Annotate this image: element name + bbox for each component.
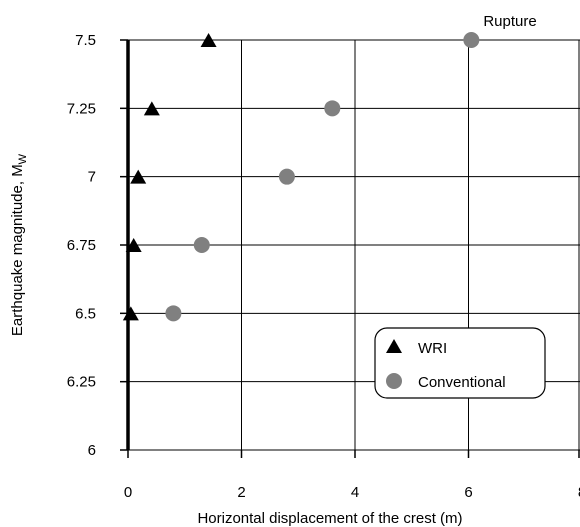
y-axis-title-group: Earthquake magnitude, MW xyxy=(9,153,29,336)
point-wri-3 xyxy=(143,101,160,116)
point-conventional-2 xyxy=(278,168,295,185)
point-conventional-0 xyxy=(165,305,182,322)
y-tick-label-0: 6 xyxy=(88,442,96,459)
legend: WRI Conventional xyxy=(374,327,546,399)
point-wri-2 xyxy=(130,169,147,184)
y-tick-label-4: 7 xyxy=(88,169,96,186)
point-conventional-4 xyxy=(463,32,480,48)
y-axis-title-subscript: W xyxy=(17,153,29,164)
legend-marker-conventional xyxy=(386,373,402,389)
y-axis-title-main: Earthquake magnitude, M xyxy=(9,164,26,336)
y-axis-title: Earthquake magnitude, MW xyxy=(9,153,29,336)
y-tick-label-5: 7.25 xyxy=(67,100,96,117)
point-conventional-1 xyxy=(193,237,210,253)
y-tick-label-3: 6.75 xyxy=(67,237,96,254)
legend-label-conventional: Conventional xyxy=(418,374,506,391)
legend-marker-wri xyxy=(386,339,402,353)
legend-label-wri: WRI xyxy=(418,340,447,357)
x-tick-label-1: 2 xyxy=(237,484,245,501)
data-points xyxy=(122,32,480,322)
rupture-annotation: Rupture xyxy=(483,13,536,30)
x-tick-label-3: 6 xyxy=(464,484,472,501)
point-conventional-3 xyxy=(324,100,341,117)
y-tick-labels: 6 6.25 6.5 6.75 7 7.25 7.5 xyxy=(67,32,96,459)
x-tick-label-4: 8 xyxy=(578,484,580,501)
x-tick-labels: 0 2 4 6 8 xyxy=(124,484,580,501)
axes xyxy=(120,39,580,458)
point-wri-1 xyxy=(125,238,142,252)
y-tick-label-6: 7.5 xyxy=(75,32,96,49)
point-wri-0 xyxy=(122,306,139,321)
point-wri-4 xyxy=(200,33,217,47)
x-axis-title: Horizontal displacement of the crest (m) xyxy=(197,510,462,527)
legend-box xyxy=(374,327,546,399)
y-tick-label-1: 6.25 xyxy=(67,374,96,391)
x-tick-label-0: 0 xyxy=(124,484,132,501)
x-tick-label-2: 4 xyxy=(351,484,359,501)
y-tick-label-2: 6.5 xyxy=(75,305,96,322)
